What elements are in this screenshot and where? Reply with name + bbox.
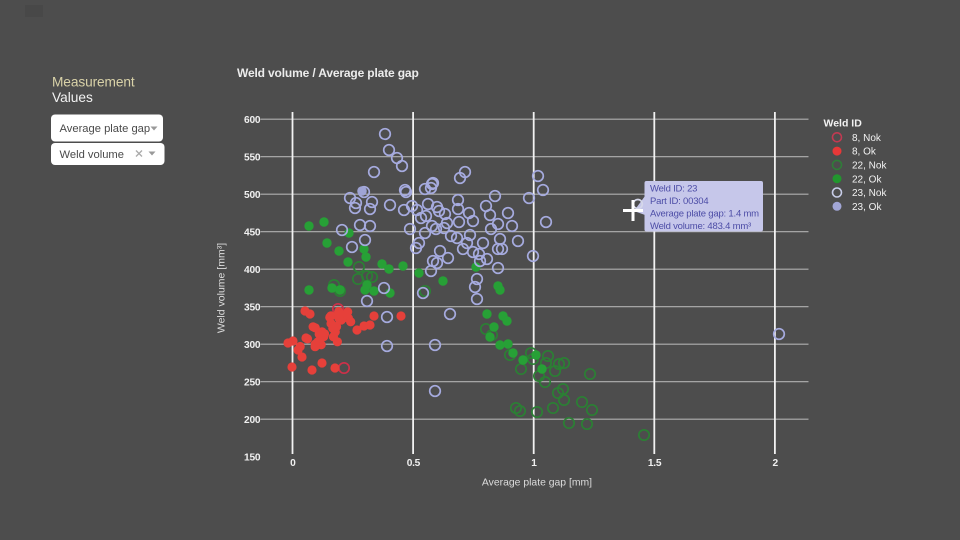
svg-text:8, Ok: 8, Ok xyxy=(852,147,877,158)
svg-text:150: 150 xyxy=(244,452,261,463)
svg-text:Average plate gap: 1.4 mm: Average plate gap: 1.4 mm xyxy=(650,209,759,220)
svg-text:550: 550 xyxy=(244,152,261,163)
svg-text:1.5: 1.5 xyxy=(648,458,662,469)
svg-text:23, Ok: 23, Ok xyxy=(852,202,882,213)
svg-text:350: 350 xyxy=(244,302,261,313)
svg-text:22, Nok: 22, Nok xyxy=(852,161,887,172)
svg-text:0.5: 0.5 xyxy=(407,458,421,469)
svg-text:8, Nok: 8, Nok xyxy=(852,133,882,144)
svg-text:Average plate gap [mm]: Average plate gap [mm] xyxy=(482,478,592,489)
svg-text:2: 2 xyxy=(772,458,778,469)
svg-text:Weld ID: 23: Weld ID: 23 xyxy=(650,184,697,195)
svg-text:Values: Values xyxy=(52,90,93,105)
svg-text:Part ID: 00304: Part ID: 00304 xyxy=(650,196,708,207)
svg-text:Measurement: Measurement xyxy=(52,74,135,89)
svg-text:500: 500 xyxy=(244,190,261,201)
svg-text:Weld volume: Weld volume xyxy=(60,149,124,161)
svg-text:Weld volume: 483.4 mm³: Weld volume: 483.4 mm³ xyxy=(650,221,751,232)
svg-text:Weld volume / Average plate ga: Weld volume / Average plate gap xyxy=(237,66,419,80)
svg-text:1: 1 xyxy=(531,458,537,469)
svg-text:Average plate gap: Average plate gap xyxy=(60,123,151,135)
svg-text:200: 200 xyxy=(244,415,261,426)
svg-text:600: 600 xyxy=(244,115,261,126)
svg-text:23, Nok: 23, Nok xyxy=(852,188,887,199)
svg-text:300: 300 xyxy=(244,340,261,351)
svg-text:400: 400 xyxy=(244,265,261,276)
svg-text:450: 450 xyxy=(244,227,261,238)
svg-text:250: 250 xyxy=(244,377,261,388)
svg-text:Weld volume [mm³]: Weld volume [mm³] xyxy=(216,243,228,333)
svg-text:0: 0 xyxy=(290,458,296,469)
svg-text:Weld ID: Weld ID xyxy=(824,118,863,130)
svg-text:22, Ok: 22, Ok xyxy=(852,174,882,185)
